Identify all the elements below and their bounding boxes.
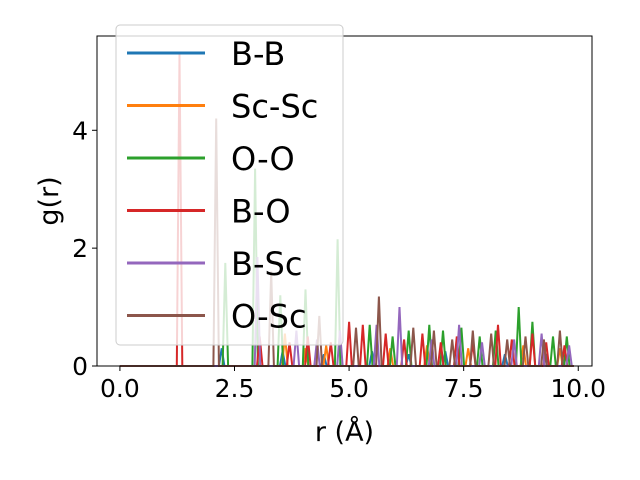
legend-label-b-o: B-O	[231, 193, 291, 231]
legend-label-o-sc: O-Sc	[231, 298, 307, 336]
x-tick-label: 0.0	[100, 374, 140, 403]
legend-box	[115, 24, 344, 346]
y-tick-label: 4	[72, 116, 88, 145]
x-tick-label: 5.0	[329, 374, 369, 403]
legend-label-b-sc: B-Sc	[231, 245, 302, 283]
legend-label-b-b: B-B	[231, 35, 285, 73]
legend-label-sc-sc: Sc-Sc	[231, 88, 318, 126]
y-axis-label: g(r)	[34, 176, 65, 225]
x-tick-label: 7.5	[444, 374, 484, 403]
x-tick-label: 10.0	[550, 374, 606, 403]
legend-label-o-o: O-O	[231, 140, 295, 178]
plot-frame	[96, 35, 593, 367]
x-axis-label: r (Å)	[315, 416, 374, 448]
y-tick-label: 2	[72, 234, 88, 263]
legend: B-B Sc-Sc O-O B-O B-Sc O-Sc	[115, 24, 344, 346]
y-tick-label: 0	[72, 352, 88, 381]
x-tick-label: 2.5	[215, 374, 255, 403]
y-axis-ticks: 0 2 4	[72, 116, 97, 381]
x-axis-ticks: 0.0 2.5 5.0 7.5 10.0	[100, 366, 606, 403]
